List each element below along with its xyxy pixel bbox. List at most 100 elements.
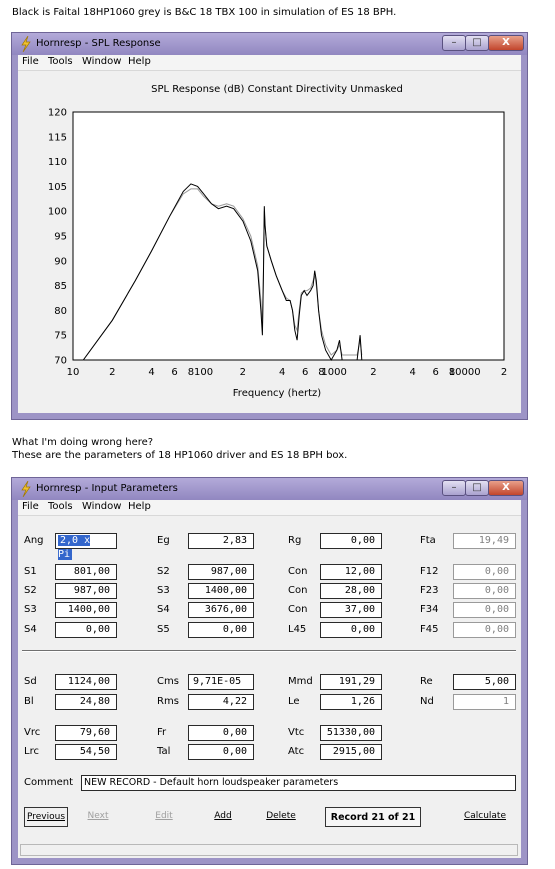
con2-field[interactable]: 28,00 <box>320 583 382 599</box>
spl-chart: SPL Response (dB) Constant Directivity U… <box>48 84 507 399</box>
vtc-field[interactable]: 51330,00 <box>320 725 382 741</box>
eg-field[interactable]: 2,83 <box>188 533 254 549</box>
vrc-field[interactable]: 79,60 <box>55 725 117 741</box>
y-tick-label: 75 <box>54 331 67 342</box>
le-field[interactable]: 1,26 <box>320 694 382 710</box>
f23-label: F23 <box>420 585 439 596</box>
bl-label: Bl <box>24 696 34 707</box>
fta-field[interactable]: 19,49 <box>453 533 516 549</box>
y-tick-label: 95 <box>54 232 67 243</box>
re-field[interactable]: 5,00 <box>453 674 516 690</box>
lrc-field[interactable]: 54,50 <box>55 744 117 760</box>
f12-field[interactable]: 0,00 <box>453 564 516 580</box>
menu-tools[interactable]: Tools <box>48 501 73 512</box>
cms-field[interactable]: 9,71E-05 <box>188 674 254 690</box>
cms-value: 9,71E-05 <box>193 676 242 687</box>
rms-field[interactable]: 4,22 <box>188 694 254 710</box>
nd-field[interactable]: 1 <box>453 694 516 710</box>
comment-field[interactable]: NEW RECORD - Default horn loudspeaker pa… <box>81 775 516 791</box>
x-tick-label: 6 <box>171 367 177 378</box>
cms-label: Cms <box>157 676 179 687</box>
x-tick-label: 4 <box>148 367 154 378</box>
f34-label: F34 <box>420 604 439 615</box>
plot-area <box>72 111 505 361</box>
menu-window[interactable]: Window <box>82 501 122 512</box>
spl-window-title: Hornresp - SPL Response <box>36 38 161 49</box>
menu-help[interactable]: Help <box>128 56 151 67</box>
caption-parameters: These are the parameters of 18 HP1060 dr… <box>12 450 348 461</box>
input-window-title: Hornresp - Input Parameters <box>36 483 178 494</box>
next-button[interactable]: Next <box>87 811 109 821</box>
con3-field[interactable]: 37,00 <box>320 602 382 618</box>
f23-field[interactable]: 0,00 <box>453 583 516 599</box>
y-tick-label: 85 <box>54 281 67 292</box>
menu-tools[interactable]: Tools <box>48 56 73 67</box>
s2b-field[interactable]: 987,00 <box>188 564 254 580</box>
y-tick-label: 120 <box>48 108 67 119</box>
fta-label: Fta <box>420 535 436 546</box>
x-tick-label: 8 <box>449 367 455 378</box>
edit-button[interactable]: Edit <box>155 811 173 821</box>
sd-field[interactable]: 1124,00 <box>55 674 117 690</box>
menu-file[interactable]: File <box>22 56 39 67</box>
fr-field[interactable]: 0,00 <box>188 725 254 741</box>
f45-field[interactable]: 0,00 <box>453 622 516 638</box>
mmd-label: Mmd <box>288 676 313 687</box>
x-tick-label: 100 <box>194 367 213 378</box>
sd-label: Sd <box>24 676 37 687</box>
close-button[interactable]: X <box>488 480 524 496</box>
series-line-black <box>82 183 363 362</box>
s4b-field[interactable]: 3676,00 <box>188 602 254 618</box>
x-tick-label: 8 <box>188 367 194 378</box>
y-tick-label: 70 <box>54 356 67 367</box>
atc-label: Atc <box>288 746 305 757</box>
maximize-button[interactable]: □ <box>465 480 489 496</box>
tal-field[interactable]: 0,00 <box>188 744 254 760</box>
y-tick-label: 80 <box>54 306 67 317</box>
atc-field[interactable]: 2915,00 <box>320 744 382 760</box>
l45-field[interactable]: 0,00 <box>320 622 382 638</box>
add-button[interactable]: Add <box>214 811 232 821</box>
delete-button[interactable]: Delete <box>266 811 296 821</box>
con1-label: Con <box>288 566 308 577</box>
fr-label: Fr <box>157 727 167 738</box>
y-tick-label: 115 <box>48 132 67 143</box>
minimize-button[interactable]: – <box>442 480 466 496</box>
f34-field[interactable]: 0,00 <box>453 602 516 618</box>
vrc-label: Vrc <box>24 727 41 738</box>
close-button[interactable]: X <box>488 35 524 51</box>
previous-button[interactable]: Previous <box>24 807 68 827</box>
con2-label: Con <box>288 585 308 596</box>
x-tick-label: 2 <box>501 367 507 378</box>
menu-help[interactable]: Help <box>128 501 151 512</box>
con1-field[interactable]: 12,00 <box>320 564 382 580</box>
ang-field[interactable]: 2,0 x Pi <box>55 533 117 560</box>
rg-label: Rg <box>288 535 302 546</box>
x-tick-label: 6 <box>302 367 308 378</box>
menu-file[interactable]: File <box>22 501 39 512</box>
s1-label: S1 <box>24 566 37 577</box>
spl-window-titlebar: Hornresp - SPL Response – □ X <box>12 33 527 55</box>
s5-field[interactable]: 0,00 <box>188 622 254 638</box>
s3b-field[interactable]: 1400,00 <box>188 583 254 599</box>
input-parameters-window: Hornresp - Input Parameters – □ X File T… <box>11 477 528 865</box>
s4-field[interactable]: 0,00 <box>55 622 117 638</box>
s2-field[interactable]: 987,00 <box>55 583 117 599</box>
calculate-button[interactable]: Calculate <box>463 811 507 821</box>
s5-label: S5 <box>157 624 170 635</box>
menu-window[interactable]: Window <box>82 56 122 67</box>
minimize-button[interactable]: – <box>442 35 466 51</box>
s1-field[interactable]: 801,00 <box>55 564 117 580</box>
tal-label: Tal <box>157 746 171 757</box>
maximize-button[interactable]: □ <box>465 35 489 51</box>
y-tick-label: 90 <box>54 256 67 267</box>
y-tick-label: 100 <box>48 207 67 218</box>
mmd-field[interactable]: 191,29 <box>320 674 382 690</box>
x-axis-label: Frequency (hertz) <box>233 388 322 399</box>
bl-field[interactable]: 24,80 <box>55 694 117 710</box>
s3-field[interactable]: 1400,00 <box>55 602 117 618</box>
status-bar <box>20 844 518 856</box>
rg-field[interactable]: 0,00 <box>320 533 382 549</box>
eg-label: Eg <box>157 535 170 546</box>
x-tick-label: 2 <box>370 367 376 378</box>
